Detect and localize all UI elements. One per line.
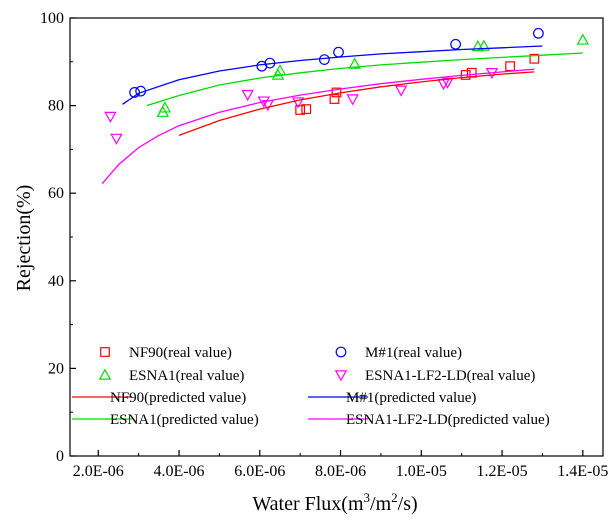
data-point-m-1-real-value	[450, 38, 462, 50]
x-tick-label: 4.0E-06	[153, 463, 204, 480]
x-tick-label: 1.4E-05	[557, 463, 608, 480]
legend-label-nf90-real-value: NF90(real value)	[129, 345, 232, 361]
x-tick-label: 1.0E-05	[396, 463, 447, 480]
legend-marker-nf90-real-value	[100, 347, 110, 357]
data-point-esna1-lf2-ld-real-value	[291, 97, 305, 109]
legend-label-esna1-predicted-value: ESNA1(predicted value)	[110, 412, 259, 428]
data-point-esna1-real-value	[576, 33, 590, 45]
legend-marker-esna1-real-value	[98, 368, 112, 380]
legend-label-m-1-real-value: M#1(real value)	[365, 345, 462, 361]
legend-label-m-1-predicted-value: M#1(predicted value)	[346, 390, 476, 406]
legend-label-esna1-real-value: ESNA1(real value)	[129, 368, 244, 384]
legend-marker-m-1-real-value	[335, 346, 347, 358]
data-point-esna1-lf2-ld-real-value	[394, 85, 408, 97]
series-line-nf90-predicted-value	[178, 71, 535, 137]
data-point-esna1-lf2-ld-real-value	[346, 94, 359, 106]
series-line-esna1-lf2-ld-predicted-value	[101, 68, 535, 185]
legend-marker-esna1-lf2-ld-real-value	[334, 370, 348, 382]
x-axis-title-sup1: 3	[364, 490, 371, 505]
data-point-esna1-lf2-ld-real-value	[441, 77, 454, 89]
data-point-nf90-real-value	[295, 105, 306, 115]
x-axis-title-end: /s)	[398, 493, 418, 515]
data-point-nf90-real-value	[466, 67, 477, 78]
data-point-nf90-real-value	[505, 61, 516, 72]
legend-label-esna1-lf2-ld-real-value: ESNA1-LF2-LD(real value)	[365, 368, 535, 384]
x-tick-label: 8.0E-06	[315, 463, 366, 480]
x-tick-label: 2.0E-06	[73, 463, 124, 480]
legend-label-nf90-predicted-value: NF90(predicted value)	[110, 390, 246, 406]
data-point-m-1-real-value	[318, 54, 330, 66]
plot-layer: 0 20 40 60 80 100 2.0E-06 4.0E-06 6.0E-06 8.0E-06…	[40, 10, 608, 480]
data-point-m-1-real-value	[532, 27, 544, 39]
series-line-esna1-predicted-value	[146, 52, 583, 107]
data-point-esna1-real-value	[477, 39, 491, 51]
data-point-esna1-lf2-ld-real-value	[104, 111, 117, 123]
x-axis-title: Water Flux(m3/m2/s)	[252, 490, 417, 515]
data-point-esna1-lf2-ld-real-value	[110, 133, 123, 145]
y-tick-label: 80	[48, 98, 64, 115]
data-point-m-1-real-value	[333, 46, 344, 58]
x-axis-title-sup2: 2	[391, 490, 398, 505]
y-tick-label: 60	[48, 185, 64, 202]
x-axis-title-mid: /m	[370, 493, 392, 515]
data-point-nf90-real-value	[301, 104, 312, 115]
data-point-nf90-real-value	[329, 94, 340, 104]
y-tick-label: 40	[48, 273, 64, 290]
y-tick-label: 0	[56, 448, 64, 465]
series-line-m-1-predicted-value	[122, 45, 543, 105]
x-tick-label: 6.0E-06	[234, 463, 285, 480]
data-point-esna1-real-value	[273, 64, 287, 76]
data-point-nf90-real-value	[529, 53, 540, 64]
y-tick-label: 20	[48, 360, 64, 377]
x-tick-label: 1.2E-05	[476, 463, 527, 480]
legend-label-esna1-lf2-ld-predicted-value: ESNA1-LF2-LD(predicted value)	[346, 412, 550, 428]
x-axis-title-main: Water Flux(m	[252, 493, 364, 515]
y-tick-label: 100	[40, 10, 64, 27]
data-point-esna1-real-value	[348, 57, 361, 69]
data-point-esna1-lf2-ld-real-value	[241, 89, 254, 102]
data-point-esna1-real-value	[158, 101, 172, 113]
y-axis-title: Rejection(%)	[13, 185, 35, 292]
